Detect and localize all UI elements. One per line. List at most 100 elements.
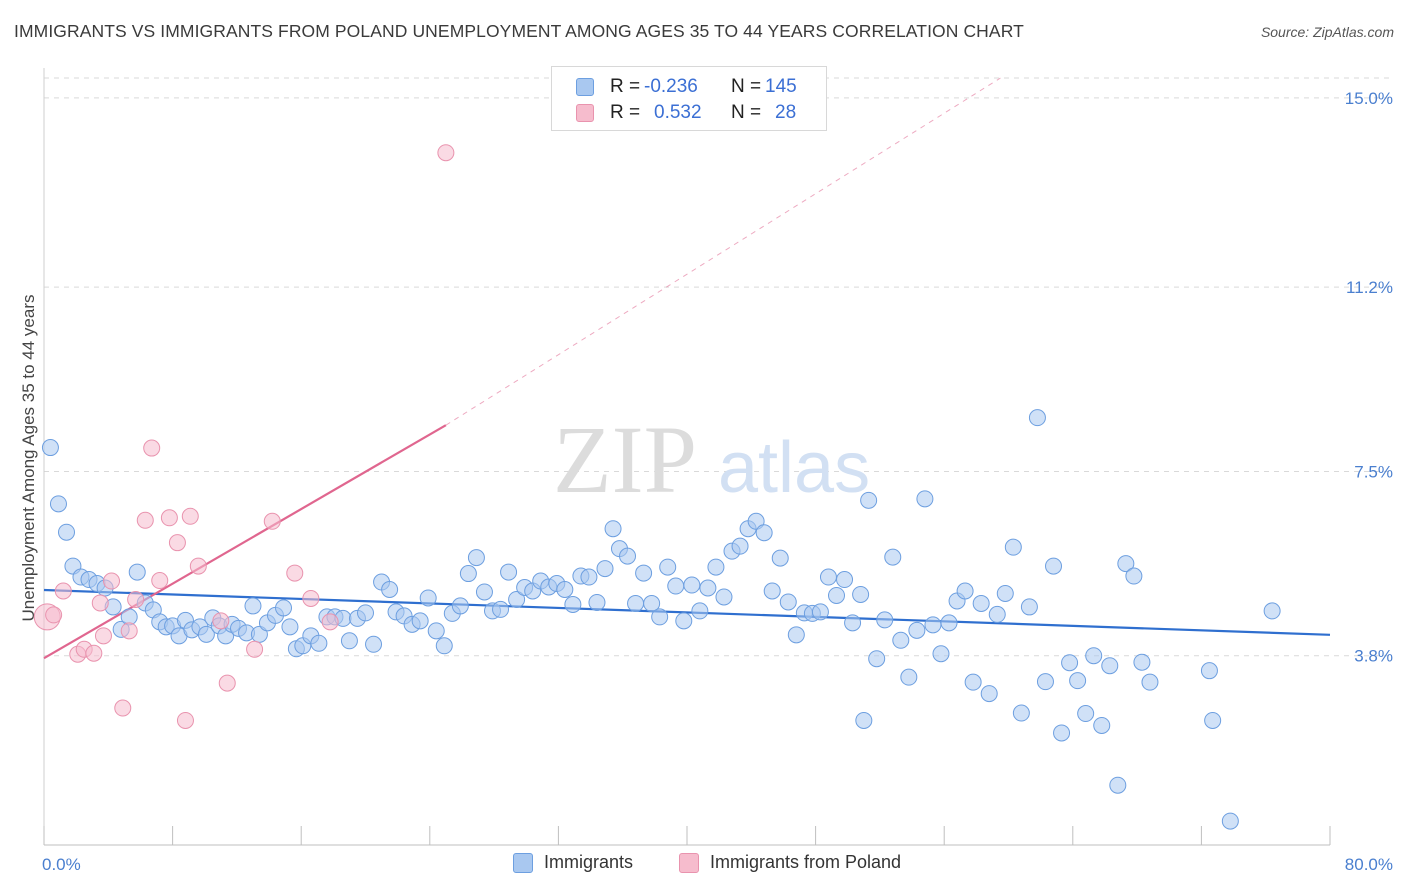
immigrants-point: [675, 612, 693, 630]
immigrants-point: [365, 635, 383, 653]
immigrants-point: [731, 537, 749, 555]
poland-point: [176, 711, 194, 729]
immigrants-point: [1117, 555, 1135, 573]
immigrants-point: [1077, 705, 1095, 723]
legend-label-poland: Immigrants from Poland: [710, 852, 902, 872]
legend-swatch-immigrants: [513, 853, 533, 873]
poland-point: [302, 589, 320, 607]
immigrants-point: [980, 685, 998, 703]
immigrants-point: [475, 583, 493, 601]
immigrants-point: [1133, 653, 1151, 671]
immigrants-point: [972, 594, 990, 612]
immigrants-point: [916, 490, 934, 508]
y-tick-label: 3.8%: [1354, 647, 1393, 666]
poland-point: [151, 572, 169, 590]
poland-point: [218, 674, 236, 692]
poland-point: [437, 144, 455, 162]
poland-point: [45, 606, 63, 624]
immigrants-point: [635, 564, 653, 582]
poland-point: [168, 534, 186, 552]
immigrants-point: [1093, 716, 1111, 734]
n-label: N =: [731, 102, 762, 123]
immigrants-point: [643, 594, 661, 612]
r-value: -0.236: [644, 76, 698, 97]
poland-point: [120, 622, 138, 640]
immigrants-trend-line: [43, 588, 1331, 636]
immigrants-swatch: [576, 78, 594, 96]
immigrants-point: [381, 580, 399, 598]
immigrants-point: [281, 618, 299, 636]
poland-point: [212, 612, 230, 630]
immigrants-point: [1101, 657, 1119, 675]
immigrants-point: [755, 524, 773, 542]
immigrants-point: [1036, 673, 1054, 691]
immigrants-point: [1085, 647, 1103, 665]
immigrants-point: [892, 631, 910, 649]
immigrants-point: [467, 549, 485, 567]
immigrants-point: [964, 673, 982, 691]
poland-point: [189, 557, 207, 575]
trend-lines: [43, 77, 1331, 660]
poland-point: [181, 507, 199, 525]
immigrants-point: [868, 650, 886, 668]
immigrants-point: [811, 603, 829, 621]
immigrants-point: [787, 626, 805, 644]
immigrants-point: [41, 439, 59, 457]
immigrants-point: [435, 637, 453, 655]
source-credit: Source: ZipAtlas.com: [1260, 24, 1394, 40]
immigrants-point: [1221, 812, 1239, 830]
immigrants-point: [763, 582, 781, 600]
immigrants-point: [357, 604, 374, 622]
immigrants-point: [580, 568, 598, 586]
immigrants-point: [1061, 654, 1079, 672]
immigrants-point: [1045, 557, 1063, 575]
poland-point: [263, 512, 281, 530]
poland-point: [94, 627, 112, 645]
tick-labels: 3.8% 7.5% 11.2% 15.0% 0.0% 80.0%: [42, 89, 1393, 874]
poland-point: [286, 564, 304, 582]
immigrants-point: [844, 614, 862, 632]
immigrants-point: [667, 577, 685, 595]
watermark: ZIP atlas: [553, 406, 870, 513]
immigrants-point: [651, 608, 669, 626]
chart-title: IMMIGRANTS VS IMMIGRANTS FROM POLAND UNE…: [14, 21, 1024, 41]
immigrants-point: [996, 584, 1014, 602]
r-label: R =: [610, 76, 641, 97]
immigrants-point: [924, 616, 942, 634]
n-label: N =: [731, 76, 762, 97]
immigrants-point: [1125, 567, 1143, 585]
immigrants-point: [1069, 672, 1087, 690]
poland-swatch: [576, 104, 594, 122]
poland-point: [54, 582, 72, 600]
immigrants-point: [771, 549, 789, 567]
stats-legend-box: R = -0.236 N = 145 R = 0.532 N = 28: [551, 66, 827, 131]
immigrants-point: [275, 599, 293, 617]
series-poland-points: [33, 144, 455, 729]
immigrants-point: [604, 520, 622, 538]
immigrants-point: [699, 579, 717, 597]
axes: [43, 68, 1331, 846]
r-value: 0.532: [654, 102, 702, 123]
immigrants-point: [1004, 538, 1022, 556]
immigrants-point: [715, 588, 733, 606]
y-tick-label: 11.2%: [1346, 278, 1393, 297]
immigrants-point: [310, 634, 328, 652]
poland-point: [160, 509, 178, 527]
immigrants-point: [683, 576, 701, 594]
poland-point: [103, 572, 121, 590]
immigrants-point: [1109, 776, 1127, 794]
immigrants-point: [779, 593, 797, 611]
immigrants-point: [128, 563, 146, 581]
poland-point: [143, 439, 161, 457]
immigrants-point: [244, 597, 262, 615]
immigrants-point: [956, 582, 974, 600]
immigrants-point: [419, 589, 437, 607]
poland-point: [127, 590, 145, 608]
immigrants-point: [860, 491, 878, 509]
poland-point: [246, 640, 264, 658]
poland-point: [114, 699, 132, 717]
poland-trend-line: [43, 424, 447, 660]
poland-point: [136, 511, 154, 529]
immigrants-point: [588, 593, 606, 611]
immigrants-point: [707, 558, 725, 576]
